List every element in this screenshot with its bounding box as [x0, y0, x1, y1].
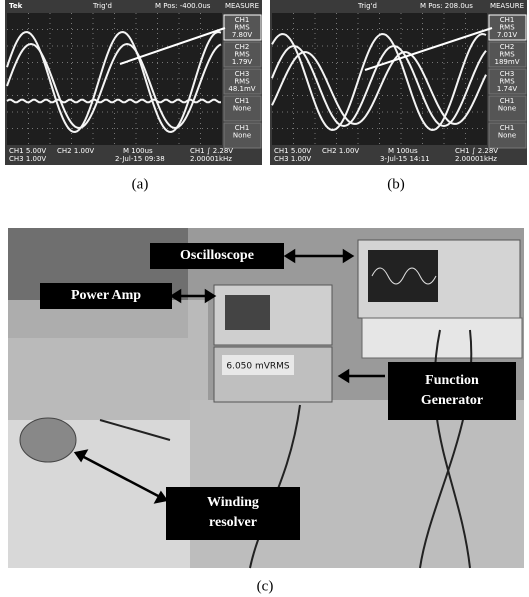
measure-text: None [498, 132, 516, 140]
status-text: CH3 1.00V [274, 155, 311, 163]
trigger-status: Trig'd [92, 2, 112, 10]
oscilloscope-screen [368, 250, 438, 302]
panel-label: (b) [387, 176, 405, 192]
status-text: CH1 ∫ 2.28V [455, 147, 498, 155]
measure-text: 1.79V [232, 58, 253, 66]
generator-display: 6.050 mVRMS [226, 362, 290, 372]
time-position: M Pos: -400.0us [155, 2, 211, 10]
callout-text: Generator [421, 393, 483, 408]
measure-text: None [233, 132, 251, 140]
panel-label: (c) [257, 578, 274, 594]
time-position: M Pos: 208.0us [420, 2, 473, 10]
callout-text: Oscilloscope [180, 248, 254, 263]
acrylic-box [8, 300, 208, 430]
callout-text: Power Amp [71, 288, 141, 303]
measure-text: 189mV [495, 58, 520, 66]
status-text: M 100us [388, 147, 418, 155]
status-text: 2-Jul-15 09:38 [115, 155, 165, 163]
measure-text: None [498, 105, 516, 113]
callout-text: Function [425, 373, 479, 388]
trigger-status: Trig'd [357, 2, 377, 10]
resolver [20, 418, 76, 462]
power-amp-screen [225, 295, 270, 330]
measure-text: 48.1mV [228, 85, 255, 93]
status-text: 2.00001kHz [190, 155, 232, 163]
status-text: CH1 5.00V [9, 147, 46, 155]
figure: TekTrig'dM Pos: -400.0usMEASURECH1RMS7.8… [0, 0, 529, 597]
status-text: M 100us [123, 147, 153, 155]
callout-text: resolver [209, 515, 257, 530]
measure-text: 7.01V [497, 31, 518, 39]
panel-label: (a) [132, 176, 149, 192]
instrument [362, 318, 522, 358]
status-text: CH2 1.00V [322, 147, 359, 155]
callout-text: Winding [207, 495, 259, 510]
measure-text: 7.80V [232, 31, 253, 39]
status-text: 3-Jul-15 14:11 [380, 155, 430, 163]
brand: Tek [9, 2, 23, 10]
measure-text: None [233, 105, 251, 113]
status-text: CH2 1.00V [57, 147, 94, 155]
cabinet [190, 400, 524, 568]
measure-text: 1.74V [497, 85, 518, 93]
menu-title: MEASURE [490, 2, 524, 10]
panel-c-photo: 6.050 mVRMS Oscilloscope Power Amp Functio… [8, 228, 524, 568]
status-text: 2.00001kHz [455, 155, 497, 163]
callout-box [388, 362, 516, 420]
status-text: CH1 ∫ 2.28V [190, 147, 233, 155]
menu-title: MEASURE [225, 2, 259, 10]
status-text: CH1 5.00V [274, 147, 311, 155]
status-text: CH3 1.00V [9, 155, 46, 163]
